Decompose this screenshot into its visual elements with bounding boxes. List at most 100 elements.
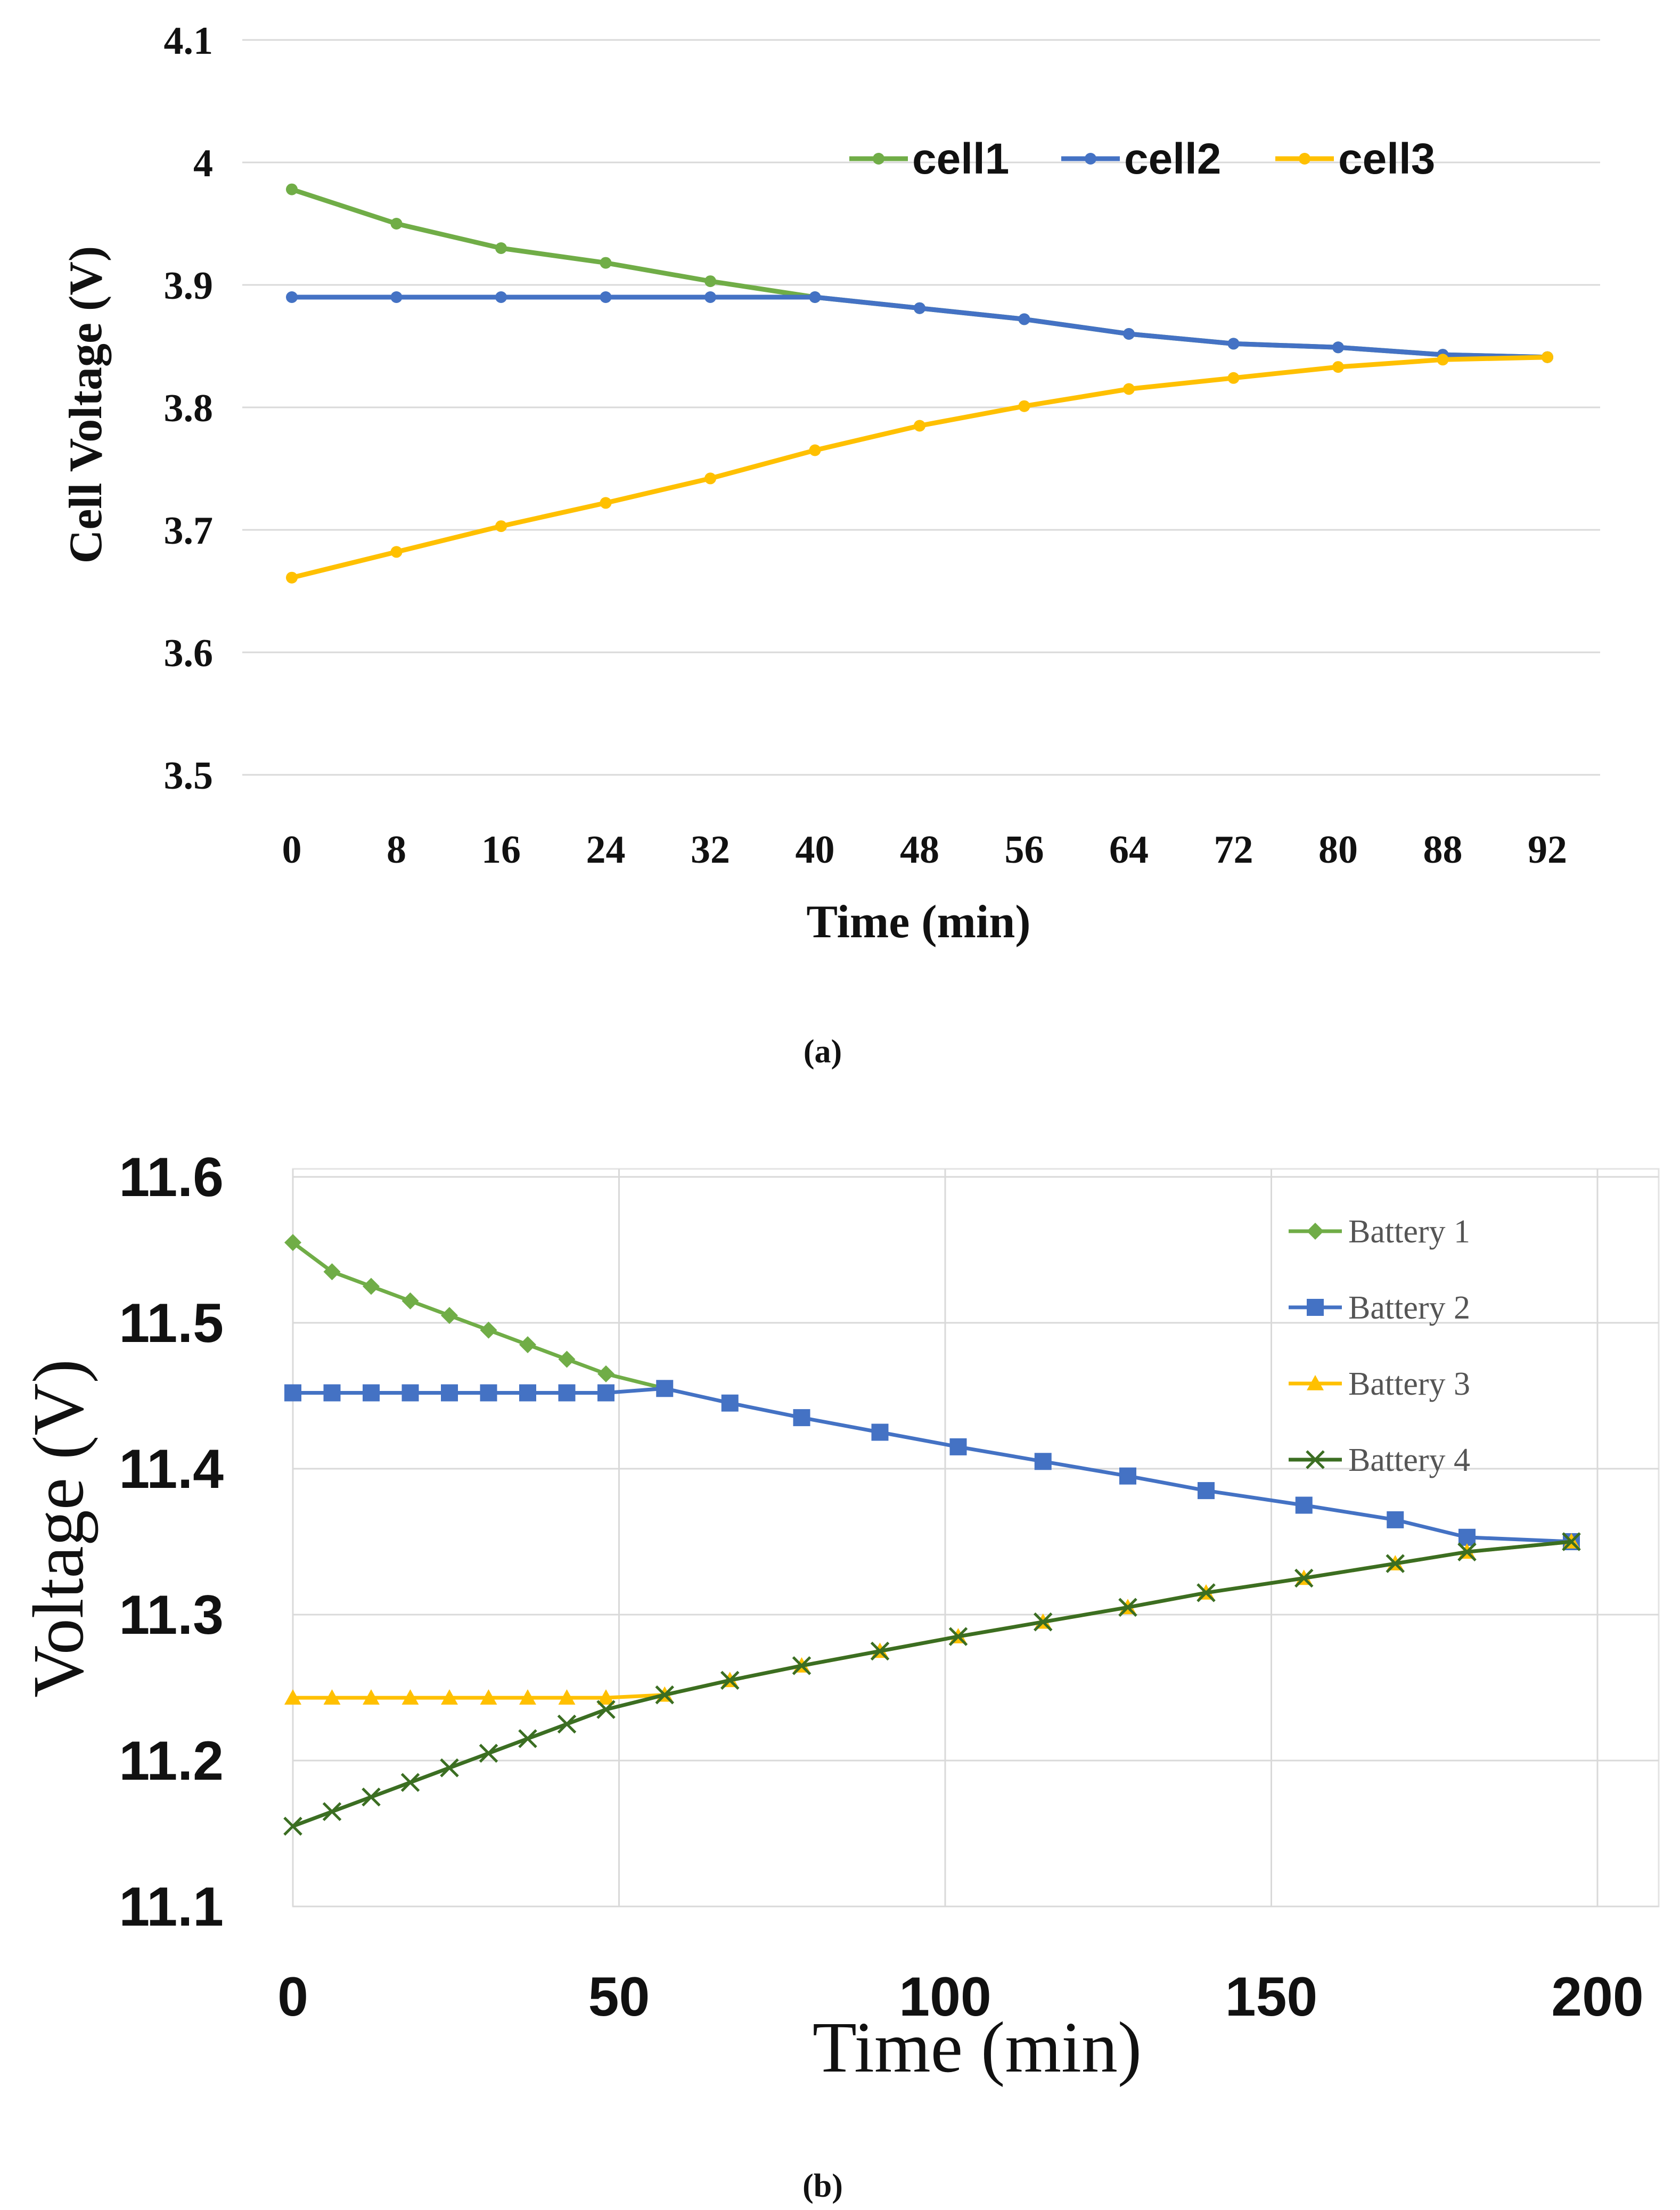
chart-b-y-tick-label: 11.4 bbox=[119, 1438, 224, 1500]
series-battery-2-point bbox=[656, 1380, 674, 1397]
series-cell2-point bbox=[1123, 328, 1135, 340]
chart-a-x-tick-label: 48 bbox=[900, 828, 939, 872]
chart-a-x-tick-label: 32 bbox=[691, 828, 730, 872]
chart-a-y-tick-label: 4.1 bbox=[164, 19, 214, 63]
chart-a-x-tick-label: 88 bbox=[1423, 828, 1463, 872]
series-battery-2-point bbox=[1119, 1467, 1136, 1485]
chart-b-x-axis-title: Time (min) bbox=[813, 2008, 1142, 2088]
series-battery-4-point bbox=[1294, 1568, 1314, 1588]
chart-b-y-tick-labels: 11.1 11.2 11.3 11.4 11.5 11.6 bbox=[119, 1147, 224, 1938]
chart-a-x-tick-label: 8 bbox=[387, 828, 406, 872]
chart-a-y-tick-label: 3.5 bbox=[164, 754, 214, 798]
chart-a-y-tick-label: 3.6 bbox=[164, 632, 214, 675]
series-battery-2-point bbox=[401, 1384, 419, 1402]
series-battery-1-point bbox=[441, 1307, 458, 1324]
chart-b-y-tick-label: 11.5 bbox=[119, 1292, 224, 1354]
chart-b-x-tick-label: 200 bbox=[1551, 1966, 1644, 2028]
series-battery-4-point bbox=[1457, 1542, 1477, 1561]
chart-a-x-tick-label: 64 bbox=[1109, 828, 1149, 872]
chart-a-y-tick-label: 3.8 bbox=[164, 387, 214, 430]
series-battery-4-point bbox=[362, 1787, 381, 1807]
chart-a-y-axis-title: Cell Voltage (V) bbox=[60, 246, 112, 563]
legend-battery-4-marker bbox=[1306, 1450, 1325, 1469]
chart-a-x-tick-label: 24 bbox=[586, 828, 626, 872]
chart-b-legend: Battery 1 Battery 2 Battery 3 Battery 4 bbox=[1289, 1214, 1470, 1478]
series-battery-4-point bbox=[870, 1641, 890, 1661]
series-battery-4-line bbox=[292, 1540, 1572, 1828]
series-battery-2-point bbox=[871, 1423, 889, 1441]
series-battery-2-point bbox=[1458, 1528, 1476, 1546]
legend-battery-2-label: Battery 2 bbox=[1348, 1290, 1470, 1326]
series-cell2-point bbox=[495, 291, 507, 303]
series-battery-3-point bbox=[519, 1689, 536, 1705]
series-battery-2-point bbox=[1198, 1482, 1215, 1500]
series-battery-4-point bbox=[948, 1627, 968, 1646]
series-cell3-point bbox=[914, 420, 925, 432]
series-battery-2-point bbox=[1295, 1496, 1313, 1514]
series-cell3-point bbox=[1332, 361, 1344, 373]
legend-cell1-label: cell1 bbox=[912, 135, 1009, 183]
series-battery-2-point bbox=[323, 1384, 341, 1402]
series-battery-1-point bbox=[284, 1234, 301, 1251]
series-battery-4-point bbox=[1033, 1612, 1053, 1632]
series-cell3-point bbox=[704, 472, 716, 485]
series-battery-2-point bbox=[1034, 1453, 1052, 1470]
chart-a-legend: cell1 cell2 cell3 bbox=[849, 135, 1435, 183]
series-battery-2-point bbox=[949, 1438, 967, 1455]
legend-battery-3-marker bbox=[1307, 1375, 1324, 1390]
series-battery-1-point bbox=[519, 1336, 536, 1354]
series-battery-3-point bbox=[480, 1689, 497, 1705]
series-cell2-point bbox=[390, 291, 403, 303]
series-battery-3-point bbox=[284, 1689, 301, 1705]
series-cell3-point bbox=[600, 497, 612, 509]
series-battery-4-point bbox=[655, 1685, 675, 1705]
series-battery-2-point bbox=[480, 1384, 497, 1402]
chart-a-x-tick-label: 80 bbox=[1318, 828, 1358, 872]
series-battery-4-point bbox=[322, 1802, 342, 1821]
panel-b-label: (b) bbox=[802, 2168, 843, 2204]
series-cell1-point bbox=[600, 257, 612, 269]
series-cell3-point bbox=[1018, 400, 1030, 412]
series-cell2-point bbox=[914, 302, 925, 314]
series-battery-2-point bbox=[1387, 1511, 1404, 1528]
series-cell2-point bbox=[286, 291, 298, 303]
chart-a-x-tick-label: 92 bbox=[1528, 828, 1567, 872]
series-cell1-point bbox=[495, 242, 507, 254]
chart-a-y-tick-label: 3.7 bbox=[164, 509, 214, 553]
series-cell2-point bbox=[809, 291, 821, 303]
legend-cell3-marker bbox=[1299, 153, 1310, 165]
series-battery-4-point bbox=[518, 1729, 537, 1748]
series-battery-2-point bbox=[597, 1384, 614, 1402]
chart-a-x-tick-label: 16 bbox=[481, 828, 521, 872]
chart-b-y-tick-label: 11.3 bbox=[119, 1584, 224, 1646]
series-battery-2-point bbox=[793, 1409, 810, 1427]
series-battery-4-point bbox=[400, 1773, 420, 1792]
legend-battery-4-label: Battery 4 bbox=[1348, 1442, 1470, 1478]
series-battery-4-point bbox=[1197, 1583, 1216, 1602]
series-cell3-point bbox=[1542, 351, 1553, 363]
chart-a-y-tick-label: 3.9 bbox=[164, 264, 214, 308]
chart-a: 3.5 3.6 3.7 3.8 3.9 4 4.1 0 8 16 24 32 40 48 56 64 72 80… bbox=[60, 19, 1600, 1070]
series-battery-4-point bbox=[283, 1816, 302, 1836]
series-battery-1-point bbox=[558, 1350, 576, 1368]
series-cell2-point bbox=[1018, 313, 1030, 325]
series-cell3-point bbox=[809, 444, 821, 456]
series-battery-3-point bbox=[401, 1689, 419, 1705]
chart-a-x-tick-label: 56 bbox=[1005, 828, 1044, 872]
series-battery-3-point bbox=[597, 1689, 614, 1705]
series-battery-1-point bbox=[363, 1278, 380, 1295]
series-cell3-point bbox=[1437, 354, 1449, 366]
series-cell2-point bbox=[1227, 338, 1240, 350]
chart-b-gridlines bbox=[292, 1169, 1659, 1908]
series-battery-4-point bbox=[1118, 1598, 1137, 1617]
series-battery-1-point bbox=[323, 1263, 341, 1281]
series-battery-3-point bbox=[323, 1689, 341, 1705]
series-cell1-line bbox=[291, 187, 1548, 360]
legend-cell1-marker bbox=[873, 153, 884, 165]
series-battery-3-point bbox=[363, 1689, 380, 1705]
chart-b-y-tick-label: 11.1 bbox=[119, 1876, 224, 1938]
legend-cell2-marker bbox=[1085, 153, 1096, 165]
series-battery-4-point bbox=[792, 1656, 812, 1675]
series-battery-1-point bbox=[401, 1292, 419, 1309]
